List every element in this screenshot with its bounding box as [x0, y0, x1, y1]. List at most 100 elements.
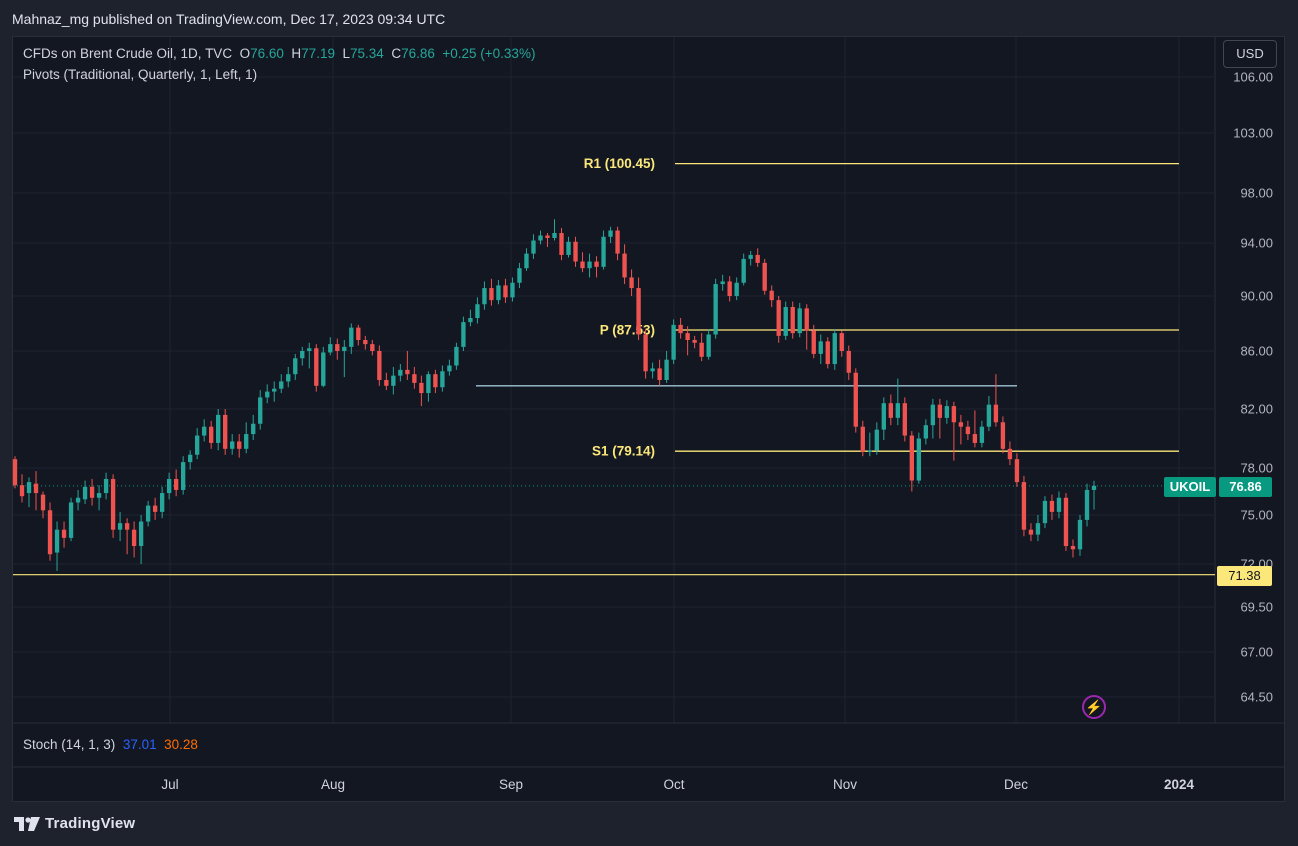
candle-body — [47, 510, 53, 555]
candle-body — [734, 282, 739, 296]
candle — [510, 277, 515, 302]
candle-body — [909, 435, 915, 481]
open-value: 76.60 — [250, 46, 284, 61]
candle-body — [1077, 519, 1083, 550]
candle-body — [524, 253, 529, 269]
candle-body — [314, 348, 319, 386]
candle — [727, 276, 732, 302]
candle — [61, 521, 67, 548]
stoch-k-value: 37.01 — [122, 737, 157, 752]
candle-body — [300, 351, 305, 359]
candle — [622, 244, 627, 285]
candle — [237, 434, 242, 458]
candle — [1014, 453, 1020, 487]
candle-body — [601, 236, 606, 267]
candle — [173, 469, 179, 497]
candle-body — [166, 478, 172, 494]
y-tick-label: 75.00 — [1240, 508, 1273, 523]
candle-body — [173, 478, 179, 490]
candle — [881, 397, 886, 440]
candle — [657, 359, 662, 386]
y-tick-label: 67.00 — [1240, 645, 1273, 660]
candle-body — [26, 482, 32, 494]
candle-body — [762, 262, 767, 291]
candle — [664, 351, 669, 383]
candle — [82, 480, 88, 505]
candle-body — [1049, 500, 1055, 512]
candle-body — [258, 397, 263, 424]
candle-body — [874, 429, 879, 451]
candle-body — [384, 380, 389, 386]
candle — [517, 262, 522, 289]
candle-body — [377, 351, 382, 380]
x-tick-label: 2024 — [1164, 777, 1195, 792]
y-tick-label: 86.00 — [1240, 344, 1273, 359]
candle-body — [965, 426, 971, 435]
candle-body — [720, 281, 725, 285]
candle — [496, 280, 501, 305]
candle-body — [664, 359, 669, 380]
stoch-label: Stoch (14, 1, 3) — [23, 737, 116, 752]
candle-body — [776, 300, 781, 336]
candle-body — [860, 426, 865, 452]
candle — [643, 329, 648, 379]
stoch-legend[interactable]: Stoch (14, 1, 3) 37.01 30.28 — [23, 737, 198, 752]
candle-body — [790, 307, 795, 334]
candle — [979, 420, 985, 448]
candle-body — [209, 426, 214, 443]
candle — [1000, 416, 1006, 454]
candle — [216, 409, 221, 451]
stoch-d-value: 30.28 — [164, 737, 198, 752]
candle — [391, 366, 396, 395]
candle-body — [930, 404, 936, 426]
candle — [475, 297, 480, 324]
candle-body — [412, 374, 417, 383]
tradingview-logo[interactable]: TradingView — [14, 815, 135, 832]
candle-body — [440, 371, 445, 388]
pivots-indicator-legend[interactable]: Pivots (Traditional, Quarterly, 1, Left,… — [23, 67, 258, 82]
candle-body — [447, 365, 452, 372]
candle-body — [1021, 482, 1027, 530]
candle-body — [958, 422, 964, 427]
candle-body — [223, 414, 228, 449]
candle-body — [531, 240, 536, 254]
candle-body — [96, 493, 102, 498]
candle — [692, 335, 697, 349]
candle-body — [769, 290, 774, 301]
candle-body — [328, 344, 333, 353]
candle — [930, 398, 936, 439]
currency-button[interactable]: USD — [1223, 40, 1277, 68]
candle-body — [468, 318, 473, 323]
candle — [426, 371, 431, 402]
candle-body — [797, 308, 802, 334]
candle-body — [12, 459, 18, 486]
candle — [314, 344, 319, 392]
candle — [531, 234, 536, 259]
symbol-title[interactable]: CFDs on Brent Crude Oil, 1D, TVC — [23, 46, 233, 61]
candle-body — [475, 304, 480, 318]
candle-body — [650, 368, 655, 372]
y-tick-label: 106.00 — [1233, 70, 1273, 85]
candle-body — [454, 346, 459, 366]
candle — [832, 329, 837, 370]
candle — [110, 474, 116, 538]
candle-body — [755, 254, 760, 263]
candle — [202, 419, 207, 442]
candle-body — [783, 307, 788, 336]
lightning-icon[interactable]: ⚡ — [1082, 695, 1106, 719]
candle — [839, 330, 844, 357]
candle — [524, 248, 529, 271]
candle-body — [902, 403, 907, 436]
candle — [26, 477, 32, 508]
candle — [251, 414, 256, 440]
candle — [349, 323, 354, 354]
candle-body — [489, 288, 494, 301]
candles — [12, 219, 1097, 571]
candle — [545, 233, 550, 247]
candle-body — [832, 333, 837, 365]
candle — [762, 258, 767, 295]
candle — [755, 248, 760, 267]
candle-body — [131, 529, 137, 547]
candle-body — [986, 404, 992, 427]
